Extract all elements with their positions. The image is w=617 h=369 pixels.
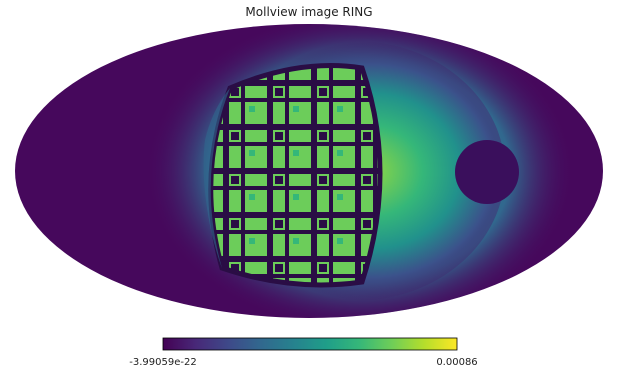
chart-title: Mollview image RING [245, 5, 372, 19]
chart: Mollview image RING -3.99059e-22 0.00086 [0, 0, 617, 369]
colorbar-min-label: -3.99059e-22 [129, 357, 196, 368]
page: Mollview image RING -3.99059e-22 0.00086… [0, 0, 617, 369]
colorbar-max-label: 0.00086 [436, 357, 477, 368]
colorbar [163, 338, 457, 350]
map-dark-disk [455, 140, 519, 204]
map [10, 11, 610, 331]
map-checker [211, 66, 380, 285]
